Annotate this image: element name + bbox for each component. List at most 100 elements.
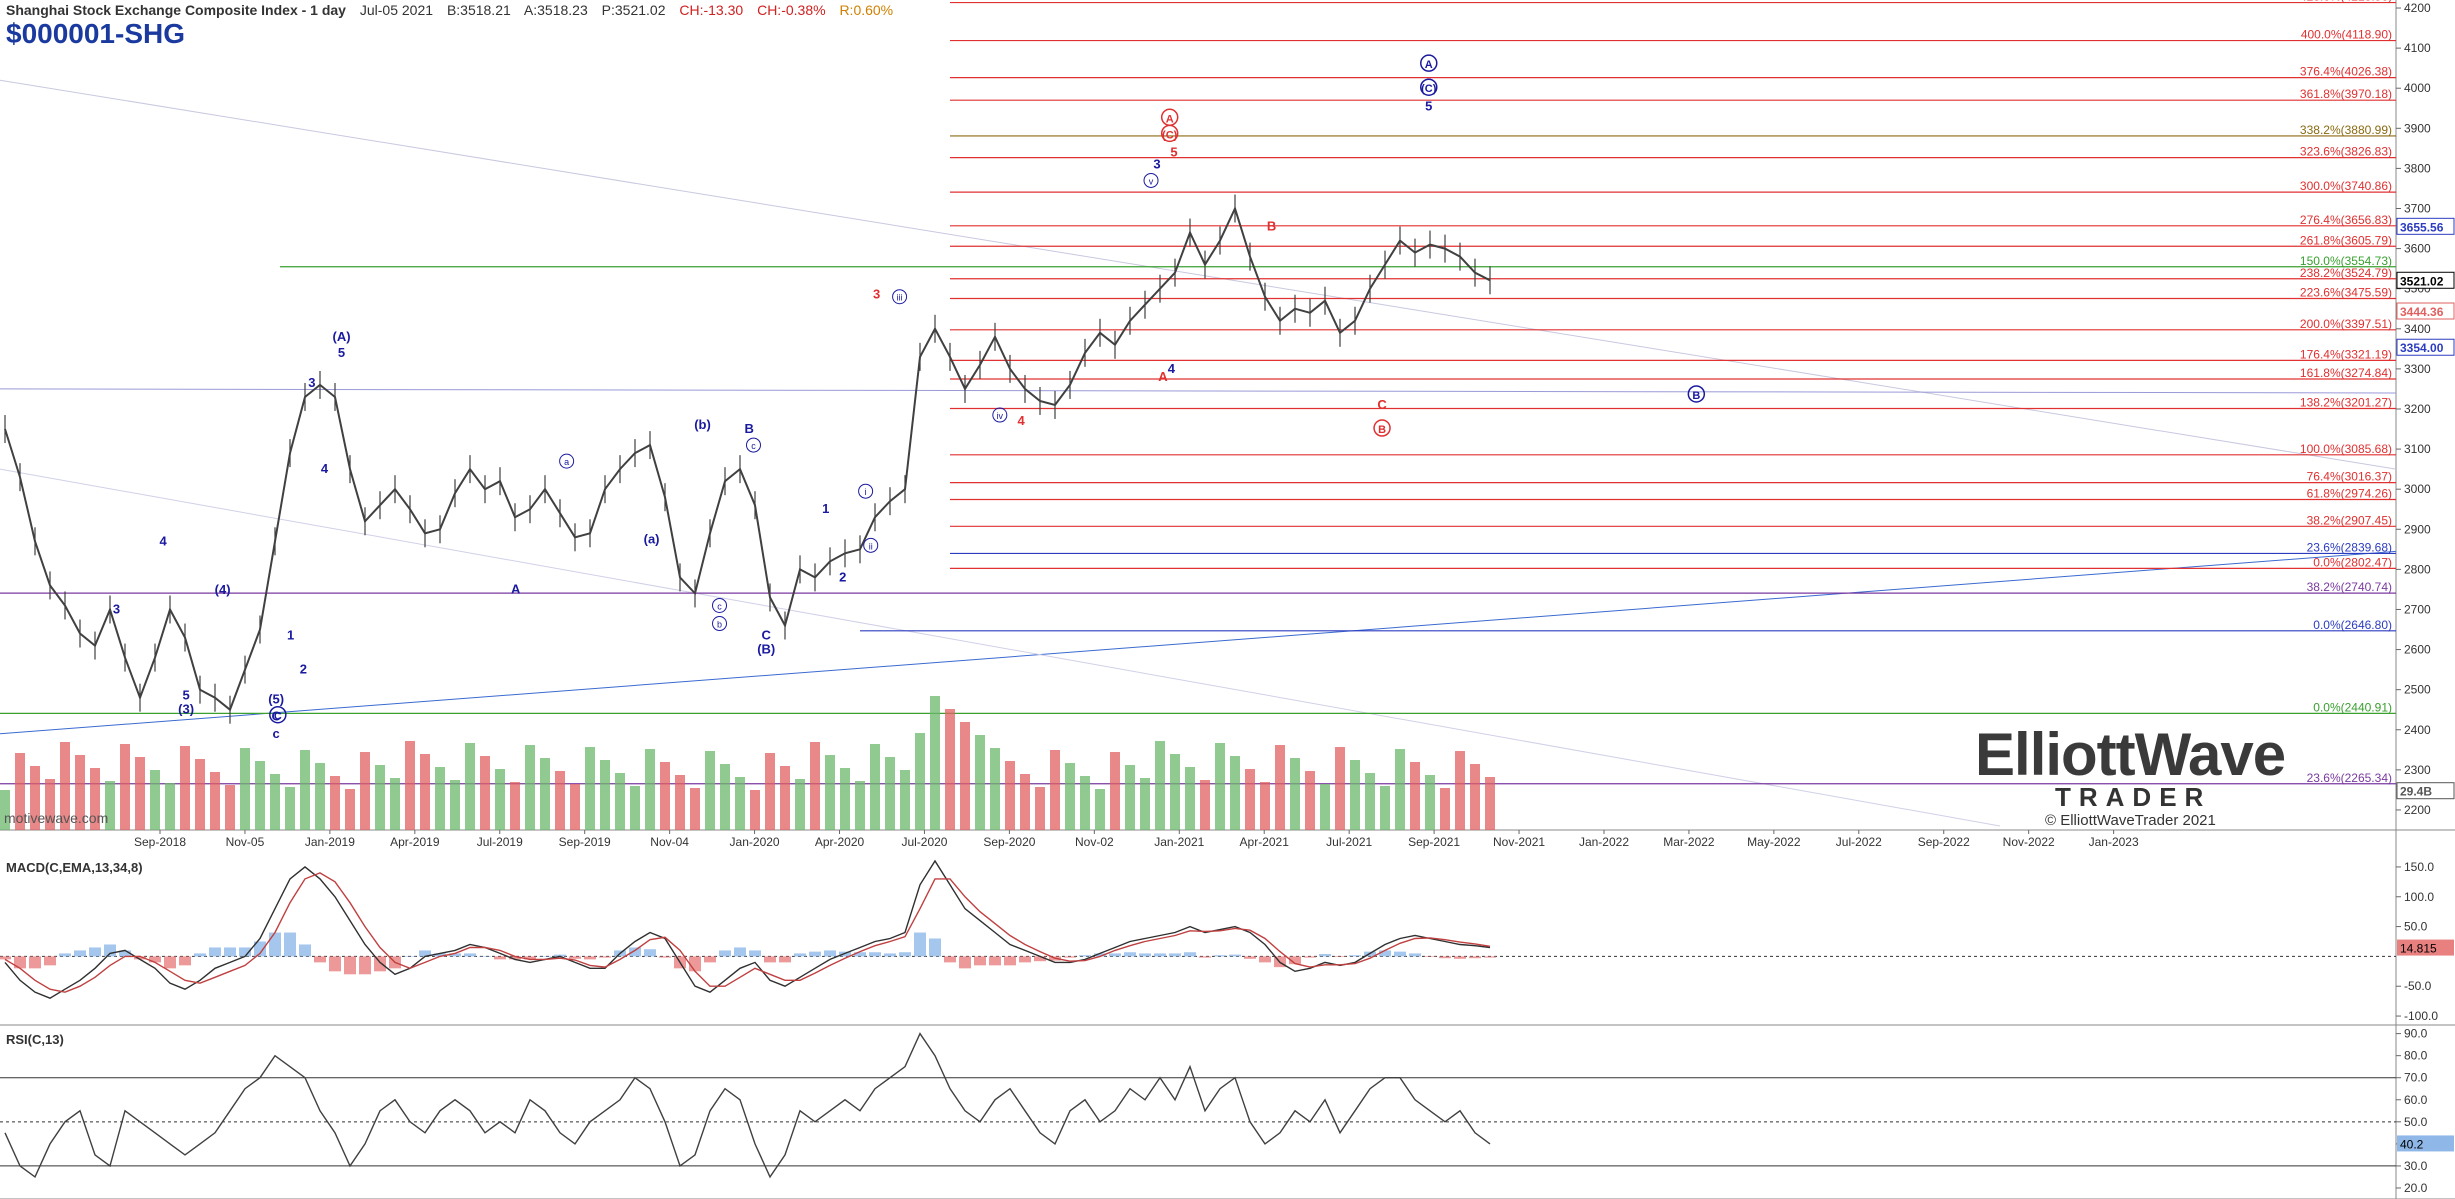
x-tick-label: Nov-2022 <box>2003 835 2055 849</box>
fib-level-label: 176.4%(3321.19) <box>2300 347 2392 361</box>
wave-circle <box>1373 419 1391 437</box>
macd-histogram-bar <box>1094 953 1106 957</box>
y-tick-label: 2800 <box>2404 562 2431 576</box>
macd-histogram-bar <box>914 932 926 957</box>
header-price: P:3521.02 <box>601 2 666 18</box>
volume-bar <box>180 746 190 830</box>
wave-small-circle-label: iv <box>997 411 1004 421</box>
volume-bar <box>405 741 415 830</box>
volume-bar <box>600 760 610 830</box>
volume-bar <box>75 755 85 830</box>
fib-level-label: 0.0%(2646.80) <box>2313 618 2392 632</box>
macd-value-tag <box>2397 939 2454 956</box>
x-tick-label: Apr-2019 <box>390 835 440 849</box>
x-tick-label: Nov-2021 <box>1493 835 1545 849</box>
wave-small-circle-label: c <box>717 601 722 611</box>
wave-circle-label: B <box>1692 390 1700 402</box>
watermark: motivewave.com <box>4 810 109 826</box>
macd-y-tick-label: 150.0 <box>2404 860 2434 874</box>
chart-header: Shanghai Stock Exchange Composite Index … <box>6 2 903 18</box>
wave-label: (3) <box>178 702 194 717</box>
x-tick-label: Mar-2022 <box>1663 835 1715 849</box>
wave-small-circle <box>1143 172 1159 188</box>
wave-small-circle-label: iii <box>897 293 903 303</box>
wave-label: 4 <box>160 533 168 548</box>
volume-bar <box>255 761 265 830</box>
macd-histogram-bar <box>524 956 536 960</box>
volume-bar <box>270 774 280 830</box>
volume-bar <box>45 779 55 830</box>
macd-histogram-bar <box>164 956 176 969</box>
price-tag-label: 3444.36 <box>2400 305 2444 319</box>
x-tick-label: Jan-2022 <box>1579 835 1629 849</box>
fib-level-label: 38.2%(2740.74) <box>2307 580 2392 594</box>
wave-label: 2 <box>839 569 846 584</box>
trendline-lower <box>0 468 2001 827</box>
macd-histogram-bar <box>644 949 656 957</box>
y-tick-label: 3300 <box>2404 362 2431 376</box>
macd-histogram-bar <box>989 956 1001 966</box>
macd-histogram-bar <box>14 956 26 969</box>
price-tag-label: 29.4B <box>2400 785 2432 799</box>
fib-level-label: 0.0%(2802.47) <box>2313 555 2392 569</box>
macd-histogram-bar <box>1169 953 1181 957</box>
price-tag-label: 3521.02 <box>2400 274 2444 288</box>
volume-bar <box>120 744 130 830</box>
elliottwave-logo: ElliottWave TRADER © ElliottWaveTrader 2… <box>1975 720 2286 830</box>
fib-level-label: 376.4%(4026.38) <box>2300 65 2392 79</box>
wave-circle-label: B <box>1378 424 1386 436</box>
volume-bar <box>1290 758 1300 830</box>
y-tick-label: 3700 <box>2404 202 2431 216</box>
macd-histogram-bar <box>869 952 881 957</box>
wave-label: 4 <box>1168 361 1176 376</box>
rsi-value-tag <box>2397 1135 2454 1152</box>
macd-histogram-bar <box>284 932 296 957</box>
y-tick-label: 4200 <box>2404 1 2431 15</box>
x-tick-label: Sep-2019 <box>559 835 611 849</box>
x-tick-label: Sep-2018 <box>134 835 186 849</box>
macd-histogram-bar <box>959 956 971 969</box>
volume-bar <box>1080 776 1090 830</box>
volume-bar <box>420 754 430 830</box>
volume-bar <box>60 742 70 830</box>
macd-histogram-bar <box>74 950 86 957</box>
volume-bar <box>840 768 850 830</box>
y-tick-label: 2400 <box>2404 723 2431 737</box>
volume-bar <box>585 747 595 830</box>
wave-label: C <box>1377 397 1387 412</box>
volume-bar <box>1425 775 1435 830</box>
y-tick-label: 3400 <box>2404 322 2431 336</box>
volume-bar <box>930 696 940 830</box>
y-tick-label: 2700 <box>2404 602 2431 616</box>
volume-bar <box>630 786 640 830</box>
wave-label: A <box>1158 369 1168 384</box>
rsi-y-tick-label: 90.0 <box>2404 1027 2428 1041</box>
volume-bar <box>900 770 910 830</box>
x-tick-label: Apr-2021 <box>1240 835 1290 849</box>
wave-label: B <box>745 421 754 436</box>
macd-histogram-bar <box>584 956 596 960</box>
y-tick-label: 2500 <box>2404 683 2431 697</box>
volume-bar <box>750 790 760 830</box>
volume-bar <box>1110 752 1120 830</box>
wave-label: 3 <box>113 601 120 616</box>
macd-histogram-bar <box>1139 953 1151 957</box>
fib-level-label: 200.0%(3397.51) <box>2300 317 2392 331</box>
y-tick-label: 4100 <box>2404 41 2431 55</box>
wave-small-circle-label: i <box>865 487 867 497</box>
wave-label: (b) <box>694 417 711 432</box>
volume-bar <box>1470 764 1480 830</box>
y-tick-label: 2300 <box>2404 763 2431 777</box>
y-tick-label: 2200 <box>2404 803 2431 817</box>
logo-copyright: © ElliottWaveTrader 2021 <box>2045 812 2216 829</box>
macd-histogram-bar <box>344 956 356 975</box>
macd-histogram-bar <box>0 956 11 960</box>
volume-bar <box>390 778 400 830</box>
macd-histogram-bar <box>809 951 821 957</box>
macd-histogram-bar <box>554 954 566 957</box>
x-tick-label: Sep-2022 <box>1918 835 1970 849</box>
rsi-y-tick-label: 30.0 <box>2404 1159 2428 1173</box>
macd-panel-title: MACD(C,EMA,13,34,8) <box>6 860 143 875</box>
volume-bar <box>510 782 520 830</box>
macd-histogram-bar <box>464 953 476 957</box>
